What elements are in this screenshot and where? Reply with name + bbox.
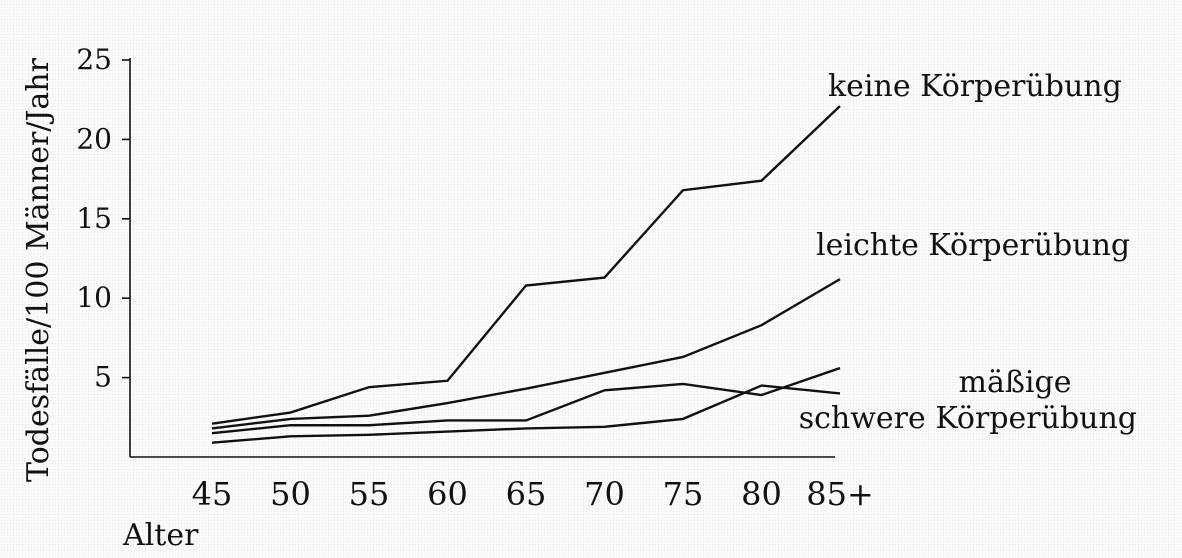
- series-lines: [211, 105, 841, 444]
- series-label-2: leichte Körperübung: [816, 228, 1130, 263]
- series-labels: keine Körperübung leichte Körperübung mäßi…: [799, 69, 1137, 436]
- x-tick-label: 65: [506, 475, 547, 513]
- x-ticks: 45 50 55 60 65 70 75 80 85+: [192, 475, 874, 513]
- y-tick-label: 25: [76, 43, 112, 76]
- series-line-3: [211, 366, 841, 435]
- x-tick-label: 60: [427, 475, 468, 513]
- series-line-1: [211, 105, 841, 425]
- series-line-2: [211, 278, 841, 430]
- x-tick-label: 75: [663, 475, 704, 513]
- series-line-4: [211, 384, 841, 444]
- x-tick-label: 55: [349, 475, 390, 513]
- x-axis-title: Alter: [122, 518, 199, 553]
- y-tick-label: 20: [76, 122, 112, 155]
- y-ticks: 5 10 15 20 25: [76, 43, 130, 394]
- x-tick-label: 50: [270, 475, 311, 513]
- series-label-4: schwere Körperübung: [799, 401, 1137, 436]
- y-tick-label: 5: [94, 361, 112, 394]
- series-label-3: mäßige: [959, 365, 1072, 400]
- axes: [129, 58, 835, 458]
- x-tick-label: 80: [741, 475, 782, 513]
- x-tick-label: 45: [192, 475, 233, 513]
- y-tick-label: 10: [76, 281, 112, 314]
- series-label-1: keine Körperübung: [828, 69, 1122, 104]
- x-tick-label: 85+: [806, 475, 874, 513]
- y-tick-label: 15: [76, 202, 112, 235]
- x-tick-label: 70: [584, 475, 625, 513]
- y-axis-title: Todesfälle/100 Männer/Jahr: [21, 57, 56, 482]
